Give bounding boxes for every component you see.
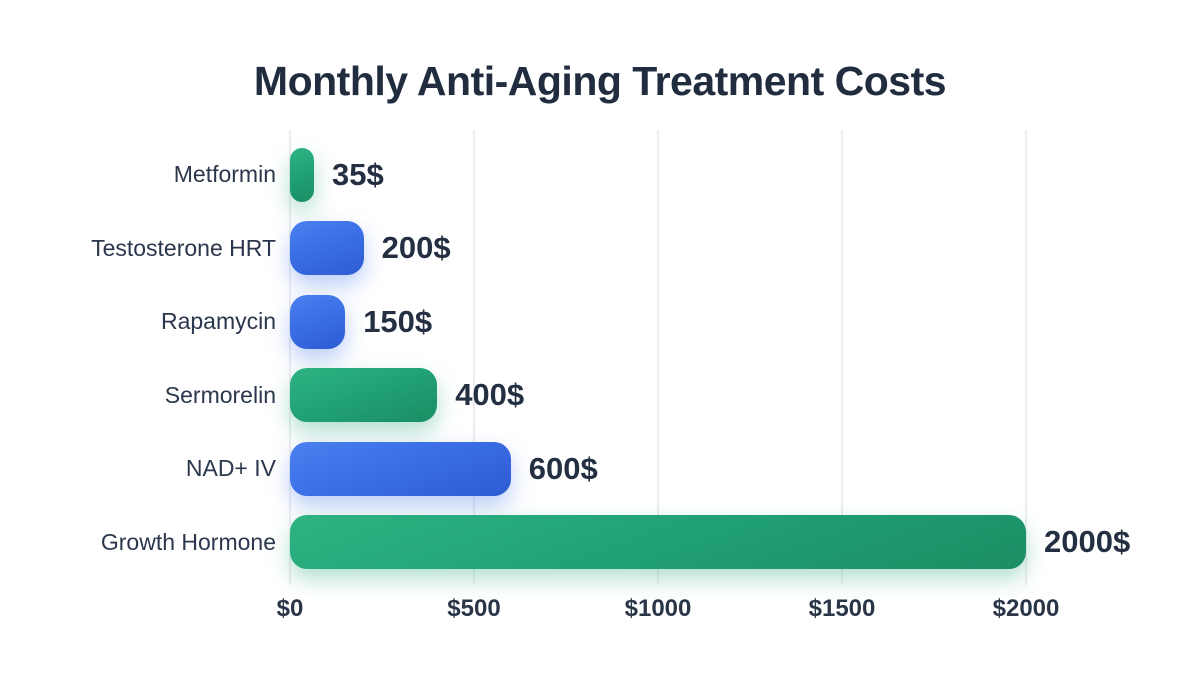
category-label-growth-hormone: Growth Hormone [100,528,276,555]
bar-row-metformin: Metformin 35$ [174,138,1026,212]
bar-row-nad-iv: NAD+ IV 600$ [186,432,1026,506]
bar-sermorelin: 400$ [290,368,524,423]
bar-metformin: 35$ [290,147,384,202]
x-tick-1000: $1000 [624,595,692,622]
bar-row-growth-hormone: Growth Hormone 2000$ [101,506,1130,580]
gridline-1000 [657,130,659,585]
x-tick-2000: $2000 [992,595,1060,622]
gridline-500 [473,130,475,585]
x-tick-0: $0 [276,595,304,622]
value-label-sermorelin: 400$ [455,377,525,413]
x-axis: $0 $500 $1000 $1500 $2000 [277,595,1060,635]
value-label-nad-iv: 600$ [528,450,598,486]
gridline-2000 [1025,130,1027,585]
category-label-metformin: Metformin [173,161,276,188]
category-label-sermorelin: Sermorelin [164,381,276,408]
gridline-1500 [841,130,843,585]
value-label-metformin: 35$ [332,156,384,192]
bar-rapamycin: 150$ [290,294,432,349]
bar-row-testosterone-hrt: Testosterone HRT 200$ [91,212,1026,286]
category-label-nad-iv: NAD+ IV [185,455,276,482]
plot-area: Metformin 35$ Testosterone HRT 200$ Rapamyci… [91,130,1130,622]
category-label-testosterone-hrt: Testosterone HRT [91,234,276,261]
bar-row-sermorelin: Sermorelin 400$ [165,359,1026,433]
bar-nad-iv: 600$ [290,441,598,496]
category-label-rapamycin: Rapamycin [160,308,276,335]
value-label-growth-hormone: 2000$ [1044,524,1131,560]
bar-row-rapamycin: Rapamycin 150$ [161,285,1026,359]
bar-testosterone-hrt: 200$ [290,221,451,276]
value-label-rapamycin: 150$ [363,303,433,339]
x-tick-1500: $1500 [808,595,876,622]
value-label-testosterone-hrt: 200$ [381,230,451,266]
gridline-0 [289,130,291,585]
x-tick-500: $500 [447,595,501,622]
chart-title: Monthly Anti-Aging Treatment Costs [253,58,947,104]
bar-growth-hormone: 2000$ [290,515,1130,570]
bar-rows-group: Metformin 35$ Testosterone HRT 200$ Rapamyci… [91,138,1130,580]
